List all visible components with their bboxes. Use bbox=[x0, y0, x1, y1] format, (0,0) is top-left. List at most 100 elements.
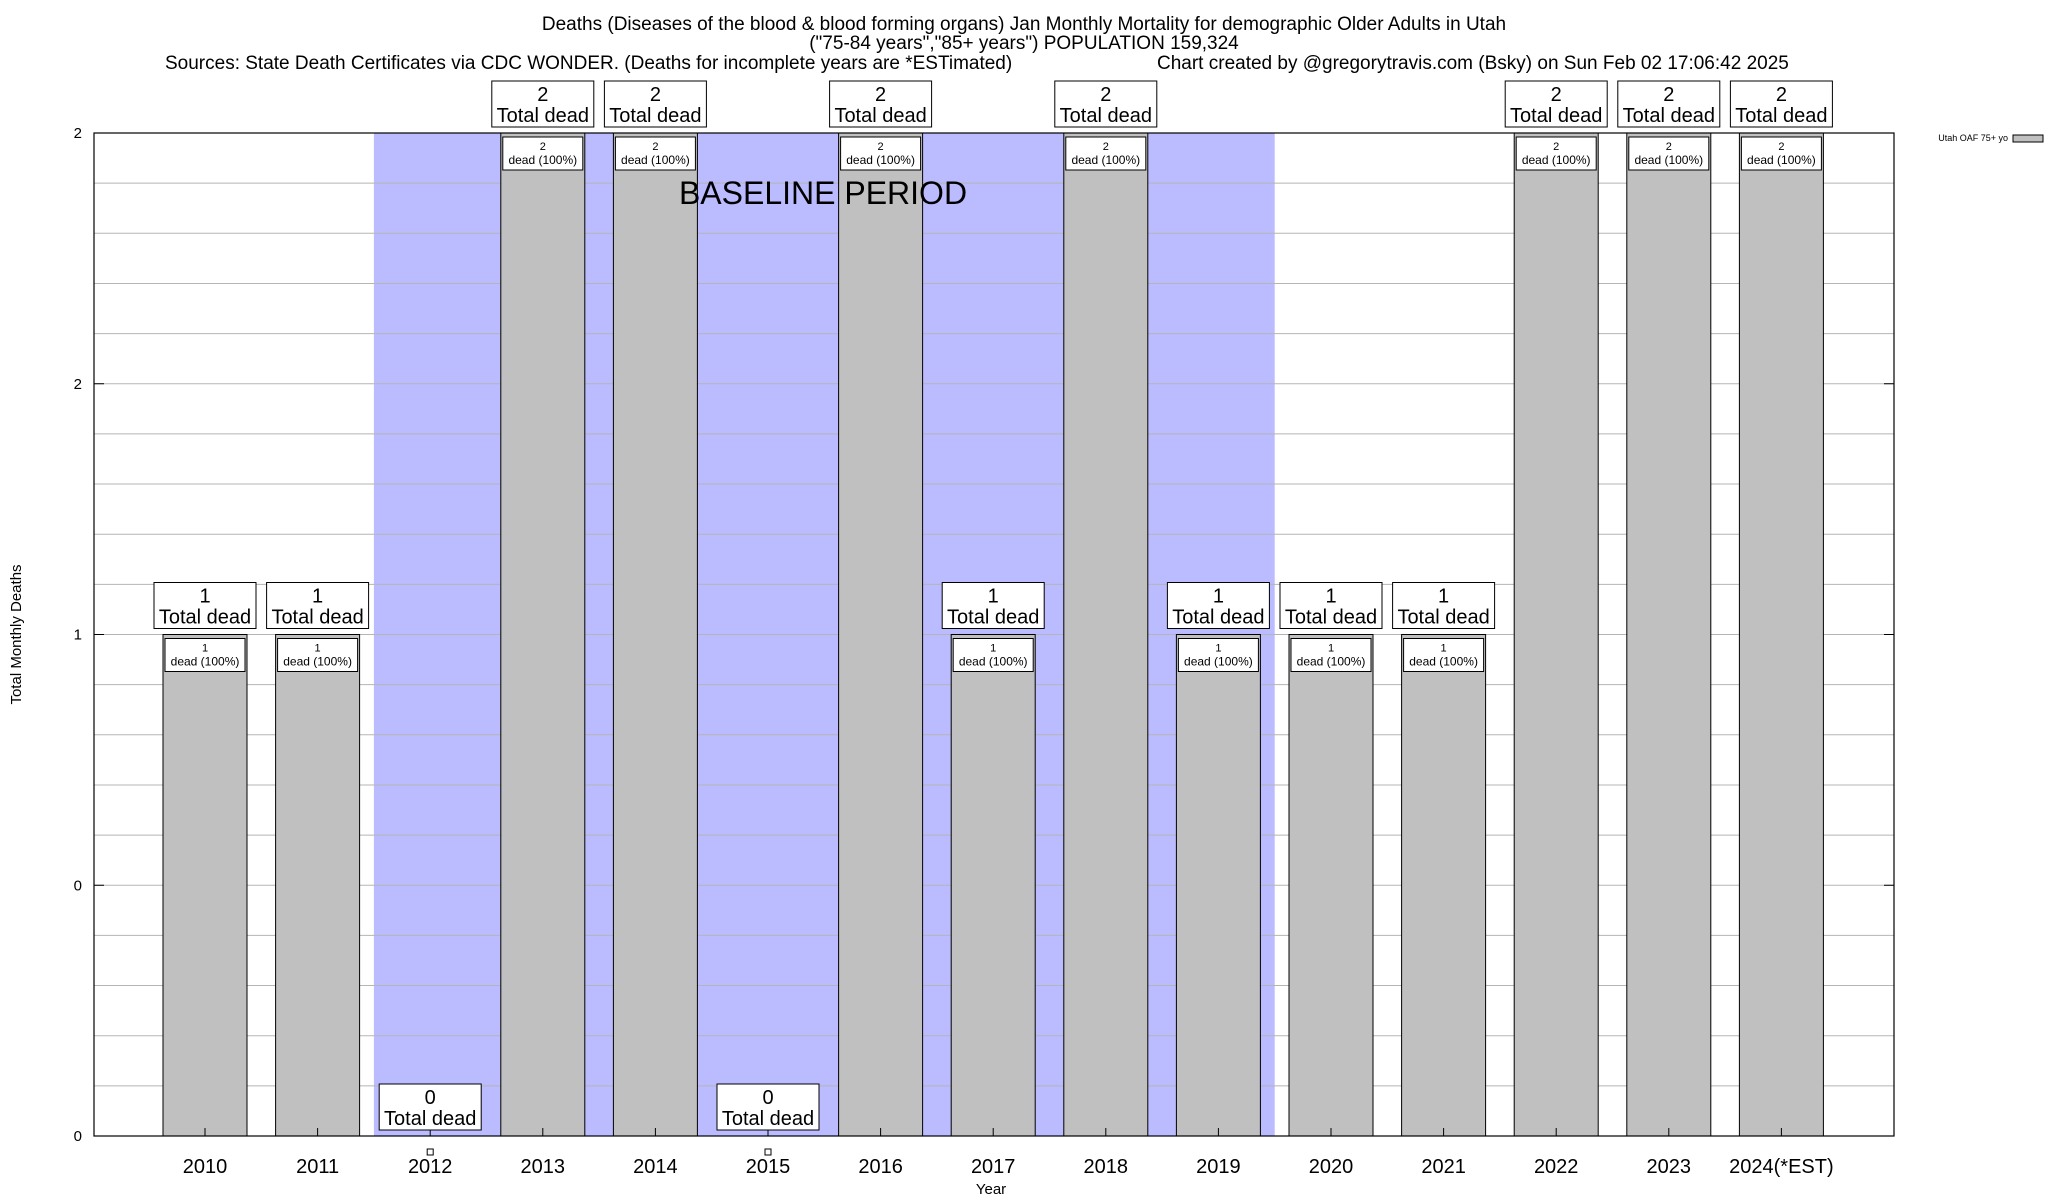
total-label-box-2011 bbox=[266, 582, 370, 629]
total-label-box-2010 bbox=[153, 582, 257, 629]
inner-label-box-2017 bbox=[952, 638, 1034, 672]
total-label-value-2024(*EST): 2 bbox=[1776, 84, 1787, 106]
total-label-box-2019 bbox=[1166, 582, 1270, 629]
inner-label-value-2017: 1 bbox=[990, 643, 996, 655]
inner-label-box-2018 bbox=[1065, 136, 1147, 171]
x-tick-label: 2022 bbox=[1534, 1156, 1579, 1178]
y-tick-label: 0 bbox=[74, 1128, 82, 1145]
chart-title: Deaths (Diseases of the blood & blood fo… bbox=[541, 14, 1507, 35]
total-label-text-2015: Total dead bbox=[722, 1108, 814, 1130]
bar-2021 bbox=[1401, 634, 1487, 1137]
total-label-box-2012 bbox=[378, 1083, 482, 1131]
bar-2022 bbox=[1513, 132, 1599, 1137]
y-tick-label: 0 bbox=[74, 877, 82, 894]
y-tick-label: 2 bbox=[74, 125, 82, 142]
bar-2024(*EST) bbox=[1738, 132, 1824, 1137]
inner-label-text-2016: dead (100%) bbox=[846, 153, 915, 167]
total-label-box-2018 bbox=[1054, 80, 1158, 128]
total-label-value-2014: 2 bbox=[650, 84, 661, 106]
inner-label-text-2010: dead (100%) bbox=[171, 655, 240, 669]
x-tick-label: 2020 bbox=[1309, 1156, 1354, 1178]
x-tick-label: 2018 bbox=[1084, 1156, 1129, 1178]
inner-label-value-2020: 1 bbox=[1328, 643, 1334, 655]
total-label-value-2020: 1 bbox=[1325, 586, 1336, 608]
total-label-box-2022 bbox=[1504, 80, 1608, 128]
total-label-text-2010: Total dead bbox=[159, 607, 251, 629]
inner-label-value-2022: 2 bbox=[1553, 141, 1559, 153]
inner-label-box-2022 bbox=[1515, 136, 1597, 171]
x-tick-label: 2016 bbox=[858, 1156, 903, 1178]
inner-label-text-2018: dead (100%) bbox=[1071, 153, 1140, 167]
inner-label-box-2010 bbox=[164, 638, 246, 672]
total-label-text-2023: Total dead bbox=[1623, 105, 1715, 127]
total-label-value-2021: 1 bbox=[1438, 586, 1449, 608]
bar-2018 bbox=[1063, 132, 1149, 1137]
chart-credit: Chart created by @gregorytravis.com (Bsk… bbox=[1157, 53, 1789, 74]
total-label-box-2017 bbox=[941, 582, 1045, 629]
total-label-box-2020 bbox=[1279, 582, 1383, 629]
total-label-value-2018: 2 bbox=[1100, 84, 1111, 106]
total-label-box-2016 bbox=[829, 80, 933, 128]
inner-label-text-2019: dead (100%) bbox=[1184, 655, 1253, 669]
chart-subtitle: ("75-84 years","85+ years") POPULATION 1… bbox=[809, 33, 1239, 54]
inner-label-value-2021: 1 bbox=[1441, 643, 1447, 655]
total-label-value-2017: 1 bbox=[988, 586, 999, 608]
total-label-box-2021 bbox=[1392, 582, 1496, 629]
total-label-box-2015 bbox=[716, 1083, 820, 1131]
total-label-text-2016: Total dead bbox=[834, 105, 926, 127]
inner-label-value-2023: 2 bbox=[1666, 141, 1672, 153]
total-label-value-2023: 2 bbox=[1663, 84, 1674, 106]
x-tick-label: 2010 bbox=[183, 1156, 228, 1178]
bar-2013 bbox=[500, 132, 586, 1137]
bar-2014 bbox=[612, 132, 698, 1137]
total-label-text-2024(*EST): Total dead bbox=[1735, 105, 1827, 127]
legend-swatch bbox=[2012, 134, 2044, 143]
total-label-value-2012: 0 bbox=[425, 1087, 436, 1109]
inner-label-box-2011 bbox=[277, 638, 359, 672]
total-label-text-2020: Total dead bbox=[1285, 607, 1377, 629]
inner-label-value-2014: 2 bbox=[652, 141, 658, 153]
total-label-box-2024(*EST) bbox=[1729, 80, 1833, 128]
total-label-box-2023 bbox=[1617, 80, 1721, 128]
x-tick-label: 2011 bbox=[296, 1156, 339, 1178]
bar-2023 bbox=[1626, 132, 1712, 1137]
inner-label-text-2013: dead (100%) bbox=[508, 153, 577, 167]
inner-label-text-2021: dead (100%) bbox=[1409, 655, 1478, 669]
bar-2016 bbox=[838, 132, 924, 1137]
zero-marker-2012 bbox=[426, 1148, 434, 1156]
bar-2019 bbox=[1175, 634, 1261, 1137]
total-label-text-2012: Total dead bbox=[384, 1108, 476, 1130]
total-label-text-2017: Total dead bbox=[947, 607, 1039, 629]
inner-label-box-2021 bbox=[1403, 638, 1485, 672]
inner-label-box-2020 bbox=[1290, 638, 1372, 672]
total-label-value-2022: 2 bbox=[1551, 84, 1562, 106]
x-tick-label: 2019 bbox=[1196, 1156, 1241, 1178]
inner-label-box-2019 bbox=[1177, 638, 1259, 672]
inner-label-value-2016: 2 bbox=[878, 141, 884, 153]
inner-label-text-2024(*EST): dead (100%) bbox=[1747, 153, 1816, 167]
total-label-box-2014 bbox=[603, 80, 707, 128]
total-label-text-2021: Total dead bbox=[1397, 607, 1489, 629]
total-label-text-2014: Total dead bbox=[609, 105, 701, 127]
bar-2010 bbox=[162, 634, 248, 1137]
bar-2017 bbox=[950, 634, 1036, 1137]
x-tick-label: 2015 bbox=[746, 1156, 791, 1178]
inner-label-box-2023 bbox=[1628, 136, 1710, 171]
inner-label-value-2011: 1 bbox=[315, 643, 321, 655]
inner-label-value-2018: 2 bbox=[1103, 141, 1109, 153]
x-tick-label: 2021 bbox=[1421, 1156, 1466, 1178]
y-axis-title: Total Monthly Deaths bbox=[8, 564, 25, 704]
total-label-value-2015: 0 bbox=[762, 1087, 773, 1109]
legend-label: Utah OAF 75+ yo bbox=[1938, 133, 2008, 143]
total-label-value-2013: 2 bbox=[537, 84, 548, 106]
total-label-value-2016: 2 bbox=[875, 84, 886, 106]
total-label-value-2019: 1 bbox=[1213, 586, 1224, 608]
bar-2020 bbox=[1288, 634, 1374, 1137]
inner-label-text-2017: dead (100%) bbox=[959, 655, 1028, 669]
x-tick-label: 2023 bbox=[1647, 1156, 1692, 1178]
chart-sources: Sources: State Death Certificates via CD… bbox=[165, 53, 1013, 74]
baseline-period-label: BASELINE PERIOD bbox=[679, 175, 967, 211]
inner-label-text-2022: dead (100%) bbox=[1522, 153, 1591, 167]
